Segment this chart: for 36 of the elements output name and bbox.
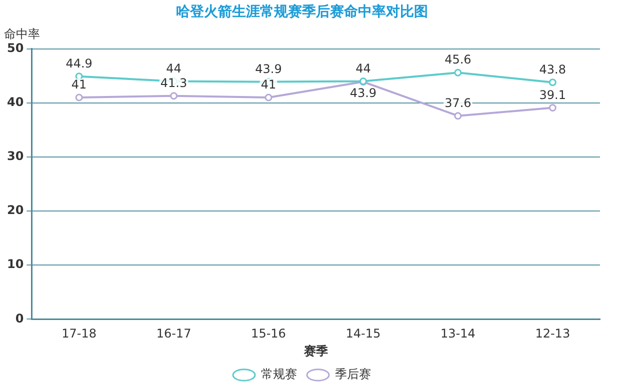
point <box>75 94 83 102</box>
data-label: 41.3 <box>160 76 188 90</box>
y-tick-label: 10 <box>6 257 24 272</box>
point <box>548 104 556 112</box>
y-axis-title: 命中率 <box>4 26 40 41</box>
y-tick-label: 40 <box>6 95 24 110</box>
data-label: 44 <box>356 61 371 76</box>
data-label: 39.1 <box>539 88 566 102</box>
y-tick-label: 20 <box>6 203 24 218</box>
point <box>264 94 272 102</box>
data-label: 45.6 <box>444 52 472 67</box>
point <box>170 92 178 100</box>
y-tick-label: 0 <box>15 311 24 326</box>
data-label: 43.9 <box>255 62 282 76</box>
x-tick-label: 14-15 <box>346 326 381 341</box>
point <box>548 78 556 86</box>
data-label: 41 <box>71 78 87 92</box>
x-tick-label: 12-13 <box>535 326 570 341</box>
x-tick-label: 13-14 <box>440 326 476 341</box>
chart-title: 哈登火箭生涯常规赛季后赛命中率对比图 <box>176 3 428 20</box>
point <box>454 112 462 120</box>
y-tick-label: 50 <box>6 40 24 55</box>
x-tick-label: 15-16 <box>251 326 286 341</box>
point <box>454 68 462 76</box>
legend-label: 常规赛 <box>261 367 297 382</box>
data-label: 43.8 <box>539 62 566 76</box>
data-label: 44.9 <box>66 56 92 71</box>
legend-label: 季后赛 <box>335 367 371 382</box>
data-label: 41 <box>260 78 276 92</box>
data-label: 43.9 <box>350 86 377 100</box>
data-label: 44 <box>166 61 182 76</box>
x-tick-label: 16-17 <box>156 326 192 341</box>
y-tick-label: 30 <box>6 149 24 164</box>
x-tick-label: 17-18 <box>62 326 96 341</box>
data-label: 37.6 <box>444 96 472 110</box>
x-axis-title: 赛季 <box>302 344 329 358</box>
